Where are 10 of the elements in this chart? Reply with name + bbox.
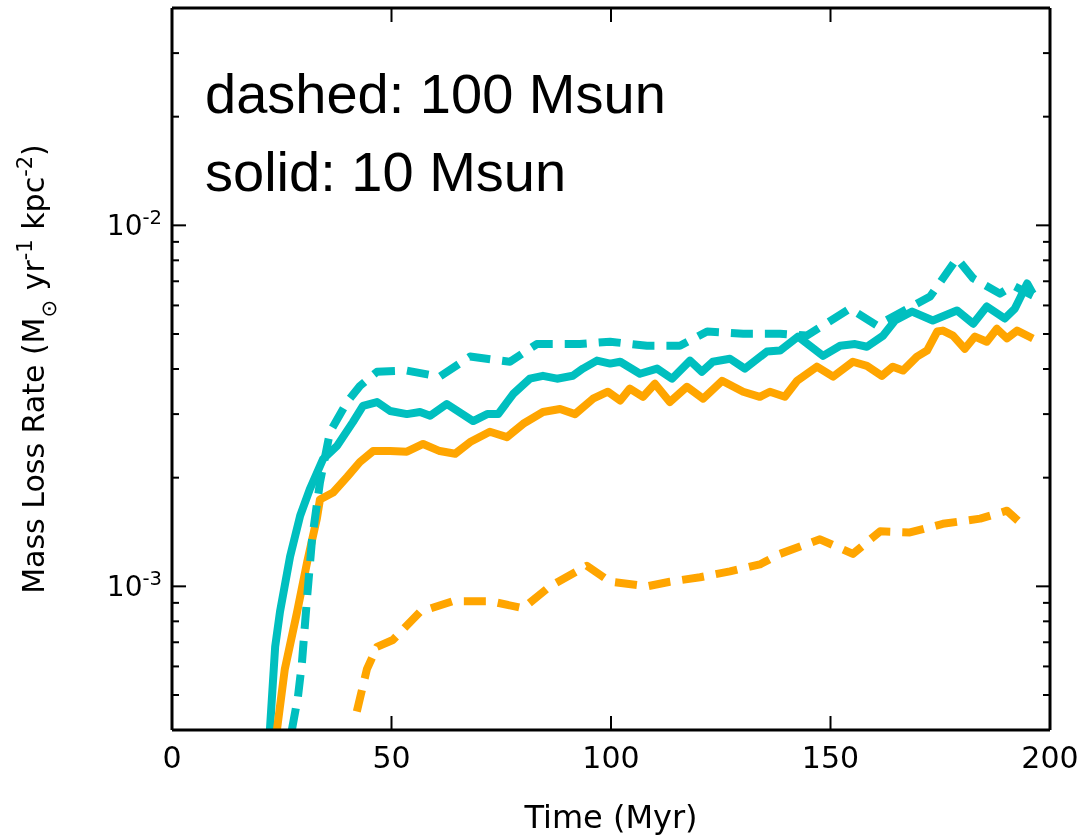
y-tick-label: 10$^{-2}$	[106, 205, 162, 243]
x-tick-label: 150	[801, 740, 860, 775]
x-tick-label: 200	[1021, 740, 1079, 775]
annotation: dashed: 100 Msun	[205, 62, 666, 126]
x-tick-label: 100	[582, 740, 640, 775]
x-tick-label: 50	[372, 740, 411, 775]
y-tick-label: 10$^{-3}$	[106, 566, 162, 604]
annotation: solid: 10 Msun	[205, 140, 567, 204]
x-tick-label: 0	[162, 740, 182, 775]
x-axis-title: Time (Myr)	[523, 798, 698, 836]
